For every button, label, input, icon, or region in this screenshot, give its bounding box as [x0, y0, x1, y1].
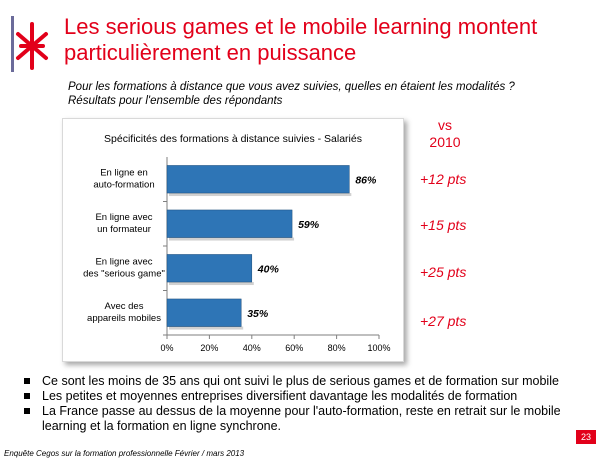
- survey-question-line1: Pour les formations à distance que vous …: [68, 81, 515, 93]
- delta-formateur: +15 pts: [420, 217, 467, 233]
- comparison-year: 2010: [429, 134, 461, 150]
- x-tick-label: 40%: [243, 343, 261, 353]
- slide-title-line2: particulièrement en puissance: [64, 40, 357, 65]
- bar-shadow: [169, 282, 254, 286]
- category-label: appareils mobiles: [87, 313, 161, 324]
- delta-mobile: +27 pts: [420, 313, 467, 329]
- bar-shadow: [169, 237, 295, 241]
- x-tick-label: 100%: [367, 343, 390, 353]
- bar: [166, 165, 350, 194]
- slide-title: Les serious games et le mobile learning …: [64, 14, 584, 66]
- chart-title: Spécificités des formations à distance s…: [104, 133, 362, 145]
- bar: [166, 254, 253, 283]
- x-tick-label: 60%: [285, 343, 303, 353]
- source-footer: Enquête Cegos sur la formation professio…: [4, 449, 245, 458]
- x-tick-label: 0%: [160, 343, 173, 353]
- bar: [166, 209, 293, 238]
- category-label: En ligne avec: [95, 212, 152, 223]
- comparison-header: vs 2010: [420, 117, 470, 151]
- category-label: En ligne avec: [95, 256, 152, 267]
- survey-question-line2: Résultats pour l'ensemble des répondants: [68, 95, 283, 107]
- delta-serious-game: +25 pts: [420, 264, 467, 280]
- category-label: auto-formation: [93, 179, 154, 190]
- category-label: En ligne en: [100, 167, 148, 178]
- bar-value-label: 86%: [355, 174, 377, 186]
- cegos-logo: [8, 10, 52, 80]
- vs-label: vs: [438, 117, 452, 133]
- category-label: un formateur: [97, 224, 151, 235]
- category-label: Avec des: [105, 301, 144, 312]
- x-tick-label: 20%: [200, 343, 218, 353]
- bar: [166, 298, 242, 327]
- bar-chart-svg: Spécificités des formations à distance s…: [83, 133, 390, 353]
- delta-auto-formation: +12 pts: [420, 171, 467, 187]
- bullet-item: Ce sont les moins de 35 ans qui ont suiv…: [20, 374, 590, 389]
- bar-value-label: 40%: [257, 263, 280, 275]
- key-findings-list: Ce sont les moins de 35 ans qui ont suiv…: [20, 374, 590, 434]
- bullet-item: Les petites et moyennes entreprises dive…: [20, 389, 590, 404]
- bar-shadow: [169, 193, 352, 197]
- bar-chart: Spécificités des formations à distance s…: [62, 118, 404, 362]
- page-number: 23: [576, 430, 596, 444]
- category-label: des "serious game": [83, 268, 165, 279]
- slide-title-line1: Les serious games et le mobile learning …: [64, 14, 538, 39]
- bar-value-label: 35%: [247, 308, 269, 320]
- bar-shadow: [169, 326, 244, 330]
- survey-question: Pour les formations à distance que vous …: [68, 80, 588, 108]
- x-tick-label: 80%: [328, 343, 346, 353]
- bullet-item: La France passe au dessus de la moyenne …: [20, 404, 590, 434]
- bar-value-label: 59%: [298, 219, 320, 231]
